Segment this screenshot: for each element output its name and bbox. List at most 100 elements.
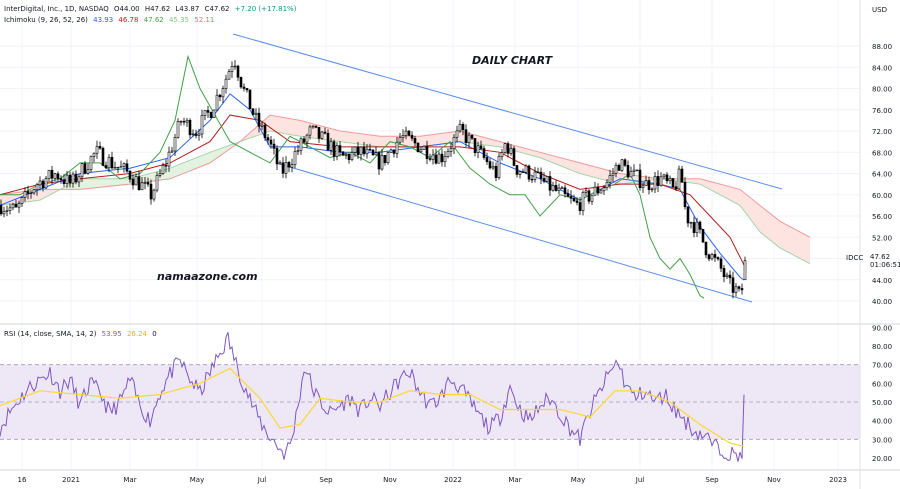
candle-body-up [305,134,309,143]
channel-lower-line[interactable] [275,162,753,303]
candle [389,148,393,153]
candle [275,145,279,171]
ichimoku-label[interactable]: Ichimoku (9, 26, 52, 26) [4,16,88,24]
symbol-line[interactable]: InterDigital, Inc., 1D, NASDAQ [4,5,109,13]
low-value: L43.87 [175,5,200,13]
candle-body-up [389,149,393,153]
candle-body-down [137,176,141,191]
candle [188,118,192,139]
candle-body-up [452,136,456,149]
candle-body-up [632,169,636,172]
candle [368,143,372,152]
candle-body-down [548,176,552,191]
candle [365,144,369,159]
candle [725,272,729,279]
candle [662,173,666,179]
candle [218,93,222,102]
candle-body-up [308,126,312,136]
channel-upper-line[interactable] [232,33,783,190]
candle-body-up [32,189,36,194]
candle-body-down [368,148,372,151]
candle-body-down [578,202,582,211]
candle [401,129,405,143]
candle [233,60,237,70]
candle [83,161,87,175]
candle-body-up [644,180,648,187]
candle-body-down [131,178,135,186]
candle [419,147,423,154]
candle [338,141,342,157]
candle [560,185,564,189]
candle-body-down [461,124,465,131]
candle-body-down [569,196,573,199]
candle [323,127,327,135]
candle-body-down [275,148,279,165]
candle [440,149,444,167]
candle-body-down [74,173,78,183]
candle [644,175,648,187]
candle-body-down [698,221,702,230]
candle [596,183,600,196]
candle [0,199,3,216]
candle-body-up [689,222,693,224]
candle [116,166,120,174]
candle-body-up [71,173,75,184]
candle-body-down [338,145,342,153]
time-tick-label: 2021 [62,476,80,484]
candle [113,161,117,169]
candle-body-up [431,154,435,160]
candle [101,146,105,167]
candle [176,118,180,139]
candle [173,133,177,156]
watermark-text: namaazone.com [157,270,258,283]
candle-body-up [419,149,423,153]
price-tick-label: 52.00 [872,234,892,242]
candle-body-down [347,154,351,160]
cloud-bearish [0,186,66,206]
candle-body-up [710,254,714,260]
candle [164,159,168,173]
candle-body-down [83,163,87,174]
candle-body-down [464,129,468,143]
candle [98,141,102,150]
candle [326,129,330,151]
candle-body-up [107,157,111,169]
candle-body-up [593,186,597,196]
candle-body-down [434,154,438,164]
candle-body-down [722,268,726,277]
candle-body-up [224,78,228,89]
change-value: +7.20 (+17.81%) [234,5,297,13]
candle-body-up [5,210,9,212]
candle-body-up [299,138,303,151]
candle [143,176,147,190]
candle-body-up [122,163,126,167]
candle [362,141,366,157]
high-value: H47.62 [144,5,171,13]
candle-body-down [272,143,276,149]
candle-body-down [692,222,696,233]
candle [710,252,714,261]
candle-body-up [227,71,231,80]
rsi-ma-line [0,367,745,447]
candle-body-up [422,145,426,150]
candle-body-up [467,134,471,143]
candle [26,185,30,200]
candle-body-up [551,184,555,191]
candle-body-down [671,178,675,188]
candle [491,161,495,170]
candle [254,108,258,120]
candle [530,175,534,183]
candle-body-down [392,149,396,154]
candle-body-up [254,112,258,115]
candle [545,176,549,183]
candle-body-down [26,191,30,194]
candle [524,164,528,175]
rsi-label[interactable]: RSI (14, close, SMA, 14, 2) [4,330,97,338]
candle-body-down [149,183,153,200]
price-tick-label: 68.00 [872,149,892,157]
candle-body-up [77,176,81,183]
candle-body-down [59,178,63,181]
span-b-value: 52.11 [194,16,215,24]
candle-body-up [320,131,324,139]
time-tick-label: Nov [383,476,397,484]
